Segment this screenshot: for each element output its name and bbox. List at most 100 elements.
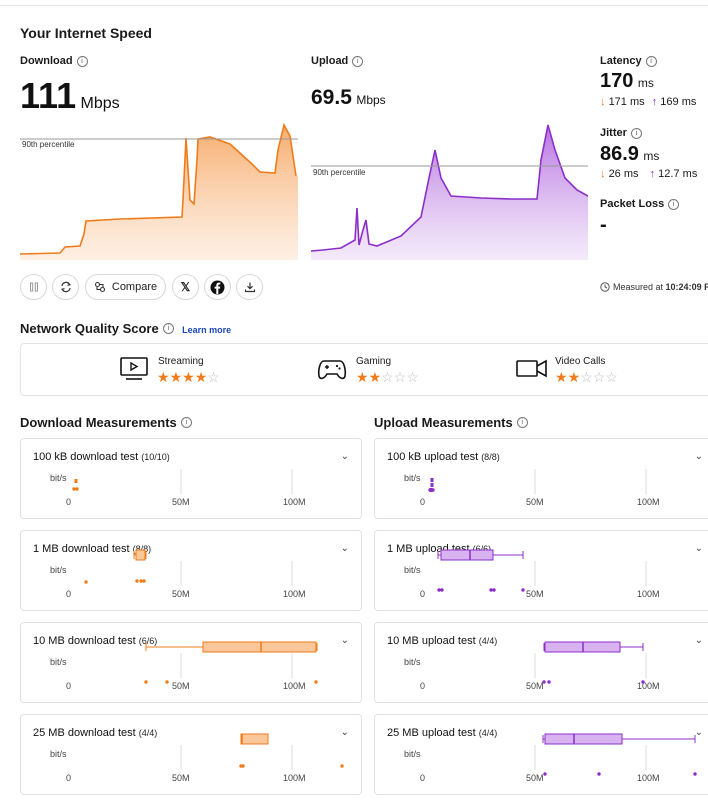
sample-point bbox=[641, 680, 645, 684]
sample-point bbox=[693, 772, 697, 776]
learn-more-link[interactable]: Learn more bbox=[182, 325, 232, 335]
jitter-value: 86.9 bbox=[600, 143, 639, 165]
network-quality-header: Network Quality Score i Learn more bbox=[20, 320, 231, 338]
jitter-up-unit: ms bbox=[682, 168, 698, 180]
chevron-down-icon[interactable]: ⌄ bbox=[340, 727, 349, 738]
upload-test-card[interactable]: 25 MB upload test (4/4) ⌄ bit/s 0 50M 100M bbox=[374, 714, 708, 795]
gaming-rating: ★★☆☆☆ bbox=[356, 370, 419, 384]
chevron-down-icon[interactable]: ⌄ bbox=[340, 543, 349, 554]
info-icon[interactable]: i bbox=[76, 55, 88, 67]
latency-down-unit: ms bbox=[629, 96, 645, 108]
test-name: 100 kB download test bbox=[33, 451, 142, 463]
upload-test-card[interactable]: 1 MB upload test (6/6) ⌄ bit/s 0 50M 100M bbox=[374, 530, 708, 611]
star-empty-icon: ☆ bbox=[381, 369, 394, 385]
sample-point bbox=[492, 588, 496, 592]
info-icon[interactable]: i bbox=[645, 55, 657, 67]
info-icon[interactable]: i bbox=[630, 127, 642, 139]
sample-point bbox=[542, 680, 546, 684]
axis-unit-label: bit/s bbox=[404, 473, 421, 483]
download-results-button[interactable] bbox=[236, 274, 263, 300]
axis-tick-label: 0 bbox=[420, 773, 426, 783]
sample-point bbox=[543, 772, 547, 776]
download-measurements-title: Download Measurements bbox=[20, 415, 177, 430]
chevron-down-icon[interactable]: ⌄ bbox=[340, 451, 349, 462]
box-plot bbox=[437, 549, 647, 592]
arrow-down-icon: ↓ bbox=[600, 96, 606, 108]
upload-line bbox=[311, 124, 588, 252]
test-count: (6/6) bbox=[138, 636, 158, 646]
upload-test-card[interactable]: 10 MB upload test (4/4) ⌄ bit/s 0 50M 100M bbox=[374, 622, 708, 703]
axis-unit-label: bit/s bbox=[404, 657, 421, 667]
jitter-down-unit: ms bbox=[623, 168, 639, 180]
sample-point bbox=[75, 487, 79, 491]
packet-loss-label: Packet Loss bbox=[600, 198, 665, 210]
share-x-button[interactable]: 𝕏 bbox=[172, 274, 199, 300]
box-plot bbox=[144, 641, 318, 684]
info-icon[interactable]: i bbox=[352, 55, 364, 67]
axis-tick-label: 0 bbox=[420, 497, 426, 507]
chevron-down-icon[interactable]: ⌄ bbox=[694, 543, 703, 554]
test-count: (6/6) bbox=[472, 544, 492, 554]
download-speed: 111 Mbps bbox=[20, 75, 120, 117]
arrow-up-icon: ↑ bbox=[651, 96, 658, 108]
clock-icon bbox=[600, 282, 610, 292]
iqr-box bbox=[135, 549, 146, 561]
top-divider bbox=[0, 5, 708, 6]
sample-mark bbox=[430, 483, 434, 487]
download-test-card[interactable]: 25 MB download test (4/4) ⌄ bit/s 0 50M 100M bbox=[20, 714, 362, 795]
sample-point bbox=[437, 588, 441, 592]
video-calls-label: Video Calls bbox=[555, 356, 606, 367]
info-icon[interactable]: i bbox=[516, 417, 528, 429]
upload-label-row: Upload i bbox=[311, 55, 364, 67]
packet-loss-label-row: Packet Loss i bbox=[600, 198, 680, 210]
download-test-card[interactable]: 100 kB download test (10/10) ⌄ bit/s 0 50M 10… bbox=[20, 438, 362, 519]
info-icon[interactable]: i bbox=[668, 198, 680, 210]
axis-tick-label: 100M bbox=[283, 497, 306, 507]
axis-tick-label: 0 bbox=[420, 589, 426, 599]
latency-down: 171 bbox=[608, 96, 627, 108]
chevron-down-icon[interactable]: ⌄ bbox=[694, 727, 703, 738]
sample-point bbox=[547, 680, 551, 684]
star-filled-icon: ★ bbox=[555, 369, 568, 385]
chevron-down-icon[interactable]: ⌄ bbox=[340, 635, 349, 646]
axis-unit-label: bit/s bbox=[50, 657, 67, 667]
sample-point bbox=[440, 588, 444, 592]
download-label: Download bbox=[20, 55, 73, 67]
axis-tick-label: 0 bbox=[66, 681, 72, 691]
sample-point bbox=[72, 487, 76, 491]
compare-label: Compare bbox=[111, 281, 158, 293]
axis-unit-label: bit/s bbox=[404, 749, 421, 759]
download-test-card[interactable]: 10 MB download test (6/6) ⌄ bit/s 0 50M 100M bbox=[20, 622, 362, 703]
download-icon bbox=[244, 282, 255, 293]
upload-test-card[interactable]: 100 kB upload test (8/8) ⌄ bit/s 0 50M 100M bbox=[374, 438, 708, 519]
info-icon[interactable]: i bbox=[180, 417, 192, 429]
star-empty-icon: ☆ bbox=[592, 369, 606, 385]
sample-point bbox=[142, 579, 146, 583]
sample-point bbox=[135, 579, 139, 583]
download-test-card[interactable]: 1 MB download test (8/8) ⌄ bit/s 0 50M 100M bbox=[20, 530, 362, 611]
star-filled-icon: ★ bbox=[157, 369, 170, 385]
jitter-breakdown: ↓ 26 ms ↑ 12.7 ms bbox=[600, 168, 697, 180]
upload-speed-chart bbox=[311, 124, 588, 260]
restart-button[interactable] bbox=[52, 274, 79, 300]
test-count: (8/8) bbox=[481, 452, 500, 462]
sample-point bbox=[139, 579, 143, 583]
info-icon[interactable]: i bbox=[162, 323, 174, 335]
box-plot bbox=[84, 549, 293, 586]
jitter-label-row: Jitter i bbox=[600, 127, 642, 139]
arrow-up-icon: ↑ bbox=[649, 168, 656, 180]
upload-label: Upload bbox=[311, 55, 349, 67]
axis-tick-label: 100M bbox=[637, 681, 660, 691]
jitter-label: Jitter bbox=[600, 127, 627, 139]
sample-point bbox=[84, 580, 88, 584]
pause-button[interactable] bbox=[20, 274, 47, 300]
axis-tick-label: 50M bbox=[172, 497, 190, 507]
share-facebook-button[interactable] bbox=[204, 274, 231, 300]
chevron-down-icon[interactable]: ⌄ bbox=[694, 451, 703, 462]
chevron-down-icon[interactable]: ⌄ bbox=[694, 635, 703, 646]
compare-button[interactable]: Compare bbox=[85, 274, 166, 300]
test-name: 25 MB upload test bbox=[387, 727, 479, 739]
axis-tick-label: 0 bbox=[66, 773, 72, 783]
axis-tick-label: 100M bbox=[637, 589, 660, 599]
test-name: 100 kB upload test bbox=[387, 451, 482, 463]
